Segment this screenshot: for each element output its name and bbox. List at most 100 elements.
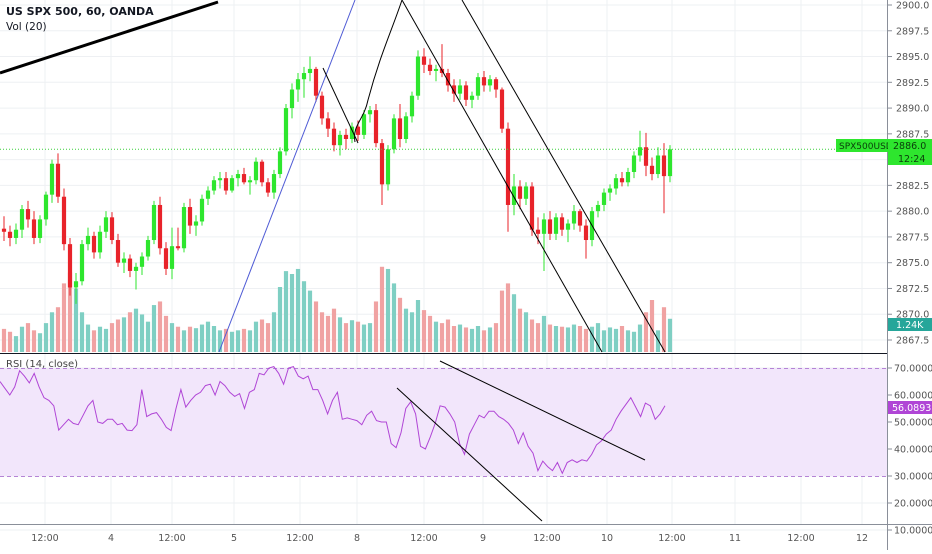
candle[interactable] — [637, 130, 643, 162]
price-axis-background[interactable] — [888, 0, 932, 524]
candle[interactable] — [277, 147, 283, 179]
candle[interactable] — [541, 213, 547, 271]
candle[interactable] — [481, 70, 487, 92]
candle[interactable] — [331, 122, 337, 152]
candle[interactable] — [79, 240, 85, 286]
candle[interactable] — [409, 91, 415, 123]
candle[interactable] — [193, 215, 199, 236]
drawing-trendline-8[interactable] — [396, 387, 543, 522]
candle[interactable] — [403, 112, 409, 144]
drawing-curve-4[interactable] — [354, 0, 403, 143]
candle[interactable] — [343, 128, 349, 150]
candle[interactable] — [349, 122, 355, 144]
candle[interactable] — [235, 169, 241, 187]
candle[interactable] — [661, 143, 667, 214]
candle[interactable] — [469, 91, 475, 109]
candle[interactable] — [229, 175, 235, 193]
drawing-trendline-2[interactable] — [218, 0, 356, 353]
drawing-trendline-5[interactable] — [401, 0, 603, 353]
candle[interactable] — [475, 73, 481, 100]
candle[interactable] — [379, 139, 385, 205]
drawing-tools[interactable] — [0, 0, 666, 522]
candle[interactable] — [289, 83, 295, 119]
candle[interactable] — [463, 81, 469, 107]
candle[interactable] — [457, 79, 463, 100]
rsi-axis[interactable]: 70.0000 60.0000 50.0000 40.0000 30.0000 20.00… — [888, 364, 932, 537]
candle[interactable] — [13, 223, 19, 245]
candle[interactable] — [433, 64, 439, 82]
candle[interactable] — [217, 171, 223, 189]
candle[interactable] — [1, 216, 7, 242]
candle[interactable] — [523, 182, 529, 205]
candle[interactable] — [643, 132, 649, 177]
candle[interactable] — [199, 194, 205, 226]
candle[interactable] — [559, 213, 565, 236]
candle[interactable] — [25, 200, 31, 228]
drawing-trendline-7[interactable] — [439, 360, 646, 461]
candle[interactable] — [145, 235, 151, 261]
candle[interactable] — [127, 254, 133, 278]
candle[interactable] — [493, 77, 499, 98]
candle[interactable] — [517, 180, 523, 210]
candle[interactable] — [415, 50, 421, 100]
candle[interactable] — [397, 103, 403, 148]
candle[interactable] — [361, 110, 367, 139]
candle[interactable] — [187, 198, 193, 234]
candle[interactable] — [91, 231, 97, 259]
candle[interactable] — [175, 227, 181, 251]
candle[interactable] — [223, 171, 229, 195]
candle[interactable] — [385, 145, 391, 191]
candle[interactable] — [157, 196, 163, 255]
candle[interactable] — [631, 151, 637, 179]
candle[interactable] — [499, 87, 505, 133]
candle[interactable] — [655, 147, 661, 179]
candle[interactable] — [181, 202, 187, 253]
candle[interactable] — [577, 209, 583, 232]
candle[interactable] — [265, 178, 271, 197]
candle[interactable] — [553, 213, 559, 241]
candle[interactable] — [325, 112, 331, 137]
chart-symbol-title[interactable]: US SPX 500, 60, OANDA — [6, 5, 154, 18]
candle[interactable] — [307, 56, 313, 82]
candle[interactable] — [49, 159, 55, 203]
candle[interactable] — [421, 48, 427, 74]
candle[interactable] — [139, 252, 145, 276]
candle[interactable] — [505, 122, 511, 232]
candle[interactable] — [607, 184, 613, 201]
candle[interactable] — [85, 227, 91, 251]
candle[interactable] — [253, 157, 259, 185]
candle[interactable] — [37, 215, 43, 244]
candle[interactable] — [511, 174, 517, 216]
candle[interactable] — [19, 204, 25, 238]
candle[interactable] — [7, 225, 13, 247]
candle[interactable] — [319, 91, 325, 125]
candle[interactable] — [283, 103, 289, 156]
candle[interactable] — [247, 176, 253, 195]
candle[interactable] — [373, 103, 379, 148]
candle[interactable] — [487, 75, 493, 92]
candle[interactable] — [565, 219, 571, 243]
candle[interactable] — [115, 233, 121, 267]
candle[interactable] — [259, 159, 265, 187]
candle[interactable] — [31, 211, 37, 245]
candle[interactable] — [73, 273, 79, 304]
candle[interactable] — [151, 200, 157, 245]
candle[interactable] — [241, 167, 247, 185]
volume-legend[interactable]: Vol (20) — [6, 21, 47, 33]
candle[interactable] — [211, 176, 217, 195]
candle[interactable] — [529, 182, 535, 236]
candle[interactable] — [667, 145, 673, 183]
candle[interactable] — [619, 171, 625, 187]
candle[interactable] — [61, 188, 67, 251]
candle[interactable] — [55, 153, 61, 203]
drawing-trendline-1[interactable] — [0, 0, 219, 75]
candle[interactable] — [313, 66, 319, 102]
candlestick-series[interactable] — [1, 44, 673, 304]
candle[interactable] — [601, 188, 607, 212]
drawing-trendline-3[interactable] — [322, 67, 359, 144]
time-axis[interactable]: 12:00 4 12:00 5 12:00 8 12:00 9 12:00 10 12:00 11 12… — [31, 533, 868, 544]
candle[interactable] — [103, 211, 109, 238]
candle[interactable] — [571, 204, 577, 230]
candle[interactable] — [67, 237, 73, 296]
